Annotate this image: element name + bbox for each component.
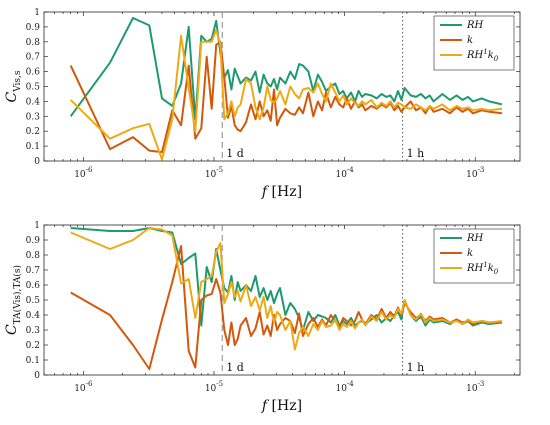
y-tick-label: 0.6 — [26, 68, 41, 78]
reference-line-label: 1 h — [407, 361, 425, 374]
y-tick-label: 0.1 — [26, 142, 40, 152]
series-line-rh — [69, 17, 503, 121]
legend-entry: RH1k0 — [466, 261, 499, 276]
y-tick-label: 0.7 — [26, 266, 41, 276]
y-tick-label: 0.2 — [26, 341, 40, 351]
x-tick-label: 10-4 — [335, 166, 354, 180]
y-tick-label: 0.5 — [26, 83, 41, 93]
legend: RH k RH1k0 — [433, 15, 515, 71]
series-line-rh1k0 — [70, 227, 503, 351]
y-tick-label: 0.5 — [26, 296, 41, 306]
legend-entry: RH — [466, 233, 484, 244]
x-tick-label: 10-5 — [205, 166, 223, 180]
panel-2: 0 0.1 0.2 0.3 0.4 0.5 0.6 0.7 0.8 0.9 1 10-6 10-5 10-… — [4, 221, 521, 414]
y-axis-label: CVis,s — [4, 70, 23, 102]
y-tick-label: 0.3 — [26, 326, 41, 336]
x-axis-label: f [Hz] — [261, 184, 302, 200]
x-tick-label: 10-5 — [205, 380, 223, 394]
legend: RH k RH1k0 — [433, 228, 515, 284]
legend-entry: k — [467, 35, 473, 46]
y-tick-label: 0 — [34, 371, 40, 381]
x-tick-label: 10-6 — [74, 380, 93, 394]
y-tick-label: 0.8 — [26, 251, 41, 261]
y-tick-label: 0.3 — [26, 112, 41, 122]
legend-entry: k — [467, 248, 473, 259]
y-tick-label: 0.1 — [26, 356, 40, 366]
y-tick-label: 0.2 — [26, 127, 40, 137]
y-tick-label: 0.6 — [26, 281, 41, 291]
x-tick-label: 10-3 — [466, 166, 484, 180]
reference-line-label: 1 d — [226, 147, 244, 160]
y-tick-label: 1 — [34, 221, 40, 231]
reference-line-label: 1 d — [226, 361, 244, 374]
y-tick-label: 0.7 — [26, 53, 41, 63]
y-tick-label: 0.8 — [26, 38, 41, 48]
y-tick-label: 1 — [34, 8, 40, 18]
panel-1: 0 0.1 0.2 0.3 0.4 0.5 0.6 0.7 0.8 0.9 1 10-6 10-5 10-… — [4, 8, 521, 200]
x-axis-label: f [Hz] — [261, 398, 302, 414]
reference-line-label: 1 h — [407, 147, 425, 160]
legend-entry: RH1k0 — [466, 48, 499, 63]
y-axis-label: CTA(Vis),TA(s) — [4, 265, 23, 335]
y-tick-label: 0.9 — [26, 23, 41, 33]
x-tick-label: 10-6 — [74, 166, 93, 180]
y-tick-label: 0.4 — [26, 311, 41, 321]
legend-entry: RH — [466, 20, 484, 31]
y-tick-label: 0.9 — [26, 236, 41, 246]
series-line-rh1k0 — [69, 28, 503, 161]
x-tick-label: 10-4 — [335, 380, 354, 394]
y-tick-label: 0.4 — [26, 97, 41, 107]
y-tick-label: 0 — [34, 157, 40, 167]
x-tick-label: 10-3 — [466, 380, 484, 394]
